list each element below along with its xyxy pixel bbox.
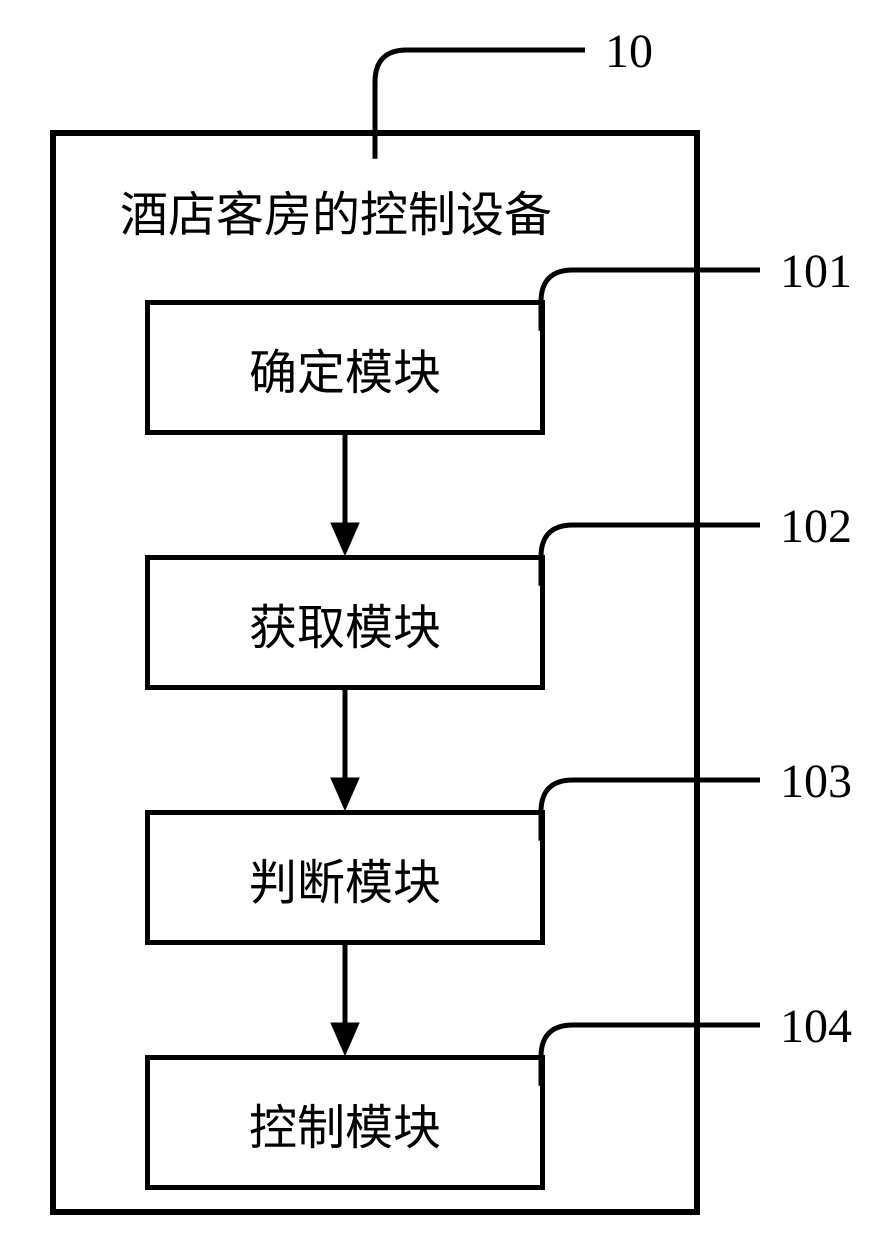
module-label: 控制模块 xyxy=(249,1088,441,1158)
ref-label-104: 104 xyxy=(780,999,852,1054)
outer-title: 酒店客房的控制设备 xyxy=(120,175,552,245)
diagram-canvas: 酒店客房的控制设备 确定模块 获取模块 判断模块 控制模块 10 101 102… xyxy=(0,0,877,1255)
module-box-judge: 判断模块 xyxy=(145,810,545,945)
module-box-control: 控制模块 xyxy=(145,1055,545,1190)
module-box-determine: 确定模块 xyxy=(145,300,545,435)
ref-label-outer: 10 xyxy=(605,24,653,79)
ref-label-103: 103 xyxy=(780,754,852,809)
ref-label-102: 102 xyxy=(780,499,852,554)
module-label: 确定模块 xyxy=(249,333,441,403)
module-label: 判断模块 xyxy=(249,843,441,913)
module-label: 获取模块 xyxy=(249,588,441,658)
module-box-acquire: 获取模块 xyxy=(145,555,545,690)
ref-label-101: 101 xyxy=(780,244,852,299)
